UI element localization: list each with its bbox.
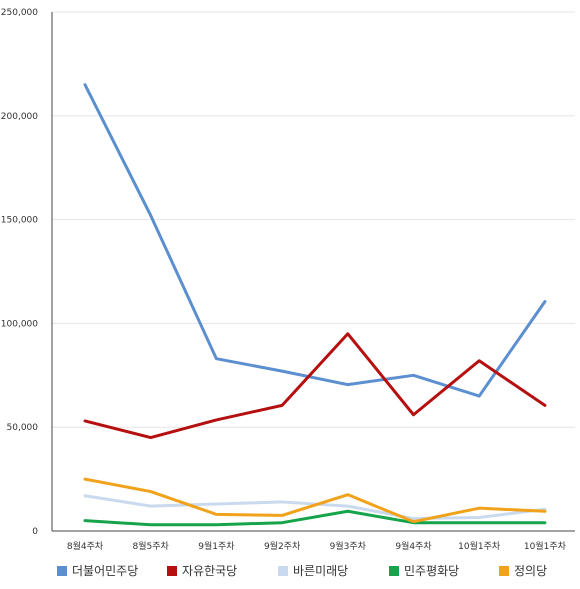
y-tick-label: 100,000 xyxy=(1,319,38,329)
legend-item: 민주평화당 xyxy=(389,562,459,579)
series-line xyxy=(83,83,547,398)
legend-swatch xyxy=(499,565,509,576)
y-tick-labels: 0 50,000 100,000 150,000 200,000 250,000 xyxy=(1,8,38,537)
legend-swatch xyxy=(389,565,399,576)
series-line xyxy=(83,494,547,521)
legend-item: 정의당 xyxy=(499,562,547,579)
x-tick-label: 8월5주차 xyxy=(133,540,170,552)
y-tick-label: 0 xyxy=(32,527,38,537)
legend-label: 민주평화당 xyxy=(404,564,460,578)
legend-swatch xyxy=(278,565,288,576)
series-lines xyxy=(83,83,547,527)
legend-item: 더불어민주당 xyxy=(57,562,138,579)
legend-swatch xyxy=(57,565,67,576)
series-line xyxy=(83,332,547,440)
x-tick-label: 9월2주차 xyxy=(264,540,301,552)
legend-label: 자유한국당 xyxy=(182,564,238,578)
axis-layer xyxy=(51,12,575,532)
legend-label: 정의당 xyxy=(514,564,548,578)
series-line xyxy=(83,509,547,527)
y-tick-label: 200,000 xyxy=(1,112,38,122)
legend-swatch xyxy=(167,565,177,576)
line-chart: 0 50,000 100,000 150,000 200,000 250,000 8월4주… xyxy=(1,8,575,552)
grid-layer xyxy=(52,11,575,428)
legend-item: 바른미래당 xyxy=(278,562,348,579)
x-tick-label: 9월3주차 xyxy=(330,540,367,552)
x-tick-labels: 8월4주차 8월5주차 9월1주차 9월2주차 9월3주차 9월4주차 10월1주차 10월1… xyxy=(67,540,567,552)
x-tick-label: 8월4주차 xyxy=(67,540,104,552)
x-tick-label: 10월1주차 xyxy=(524,540,567,552)
y-tick-label: 150,000 xyxy=(1,216,38,226)
series-line xyxy=(83,477,547,524)
legend-label: 바른미래당 xyxy=(293,564,349,578)
legend: 더불어민주당 자유한국당 바른미래당 민주평화당 정의당 xyxy=(0,562,580,588)
x-tick-label: 9월1주차 xyxy=(198,540,235,552)
x-tick-label: 9월4주차 xyxy=(395,540,432,552)
y-tick-label: 50,000 xyxy=(7,423,39,433)
y-tick-label: 250,000 xyxy=(1,8,38,18)
x-tick-label: 10월1주차 xyxy=(458,540,501,552)
legend-label: 더불어민주당 xyxy=(72,564,139,578)
legend-item: 자유한국당 xyxy=(167,562,237,579)
